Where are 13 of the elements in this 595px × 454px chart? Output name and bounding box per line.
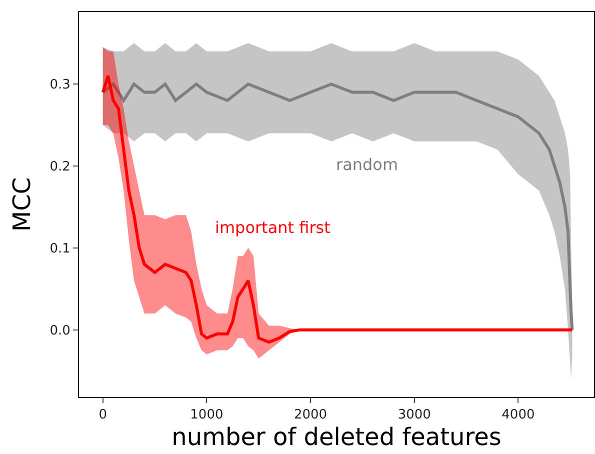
text: random	[336, 155, 398, 174]
y-axis-title: MCC	[8, 177, 36, 232]
text: important first	[215, 218, 330, 237]
y-tick-label: 0.0	[50, 323, 70, 338]
x-tick-label: 2000	[294, 408, 328, 423]
x-tick-label: 3000	[398, 408, 431, 423]
x-axis-title: number of deleted features	[172, 422, 502, 451]
x-tick-label: 4000	[502, 408, 535, 423]
y-tick-label: 0.2	[50, 160, 70, 175]
y-tick-label: 0.1	[50, 241, 70, 256]
x-tick-label: 1000	[190, 408, 224, 423]
y-tick-label: 0.3	[50, 78, 70, 93]
x-tick-label: 0	[98, 408, 108, 423]
